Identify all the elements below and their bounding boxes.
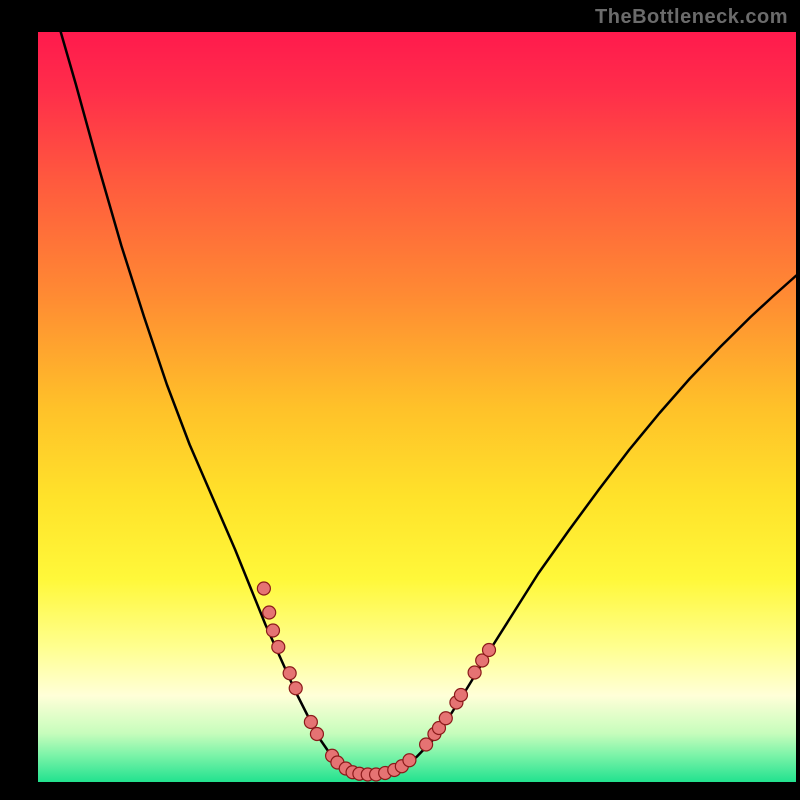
plot-svg [38,32,796,782]
marker-dot [483,644,496,657]
marker-dot [289,682,302,695]
marker-dot [310,728,323,741]
watermark-text: TheBottleneck.com [595,6,788,29]
plot-area [38,32,796,782]
marker-dot [266,624,279,637]
marker-dot [263,606,276,619]
marker-dot [439,712,452,725]
marker-dot [454,689,467,702]
marker-dot [304,716,317,729]
marker-dot [272,641,285,654]
bottleneck-curve [61,32,796,775]
marker-dot [468,666,481,679]
marker-dot [257,582,270,595]
marker-dot [403,754,416,767]
chart-frame: TheBottleneck.com [0,0,800,800]
marker-group [257,582,495,781]
marker-dot [283,667,296,680]
